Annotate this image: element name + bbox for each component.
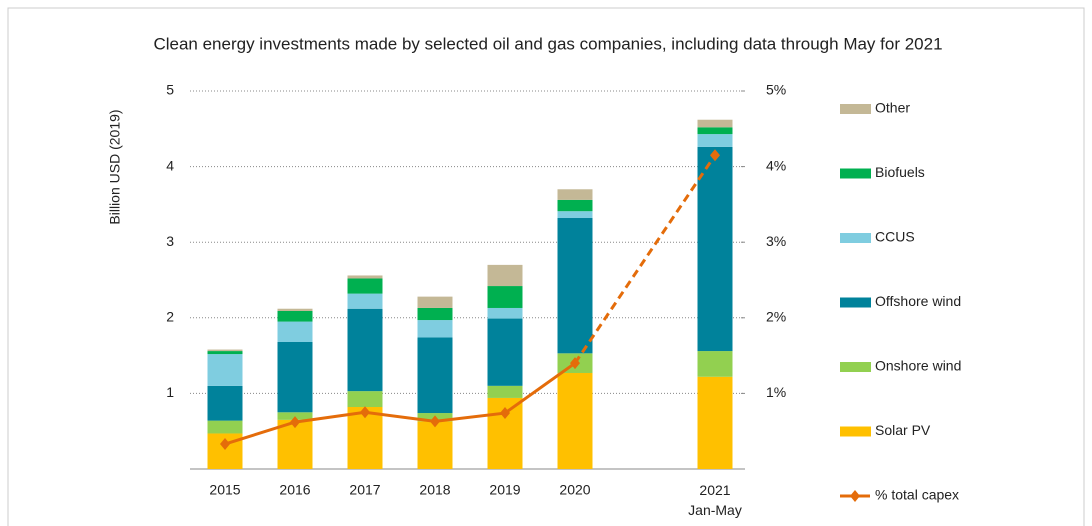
bar-segment <box>417 320 453 338</box>
y2-tick-label: 5% <box>766 82 786 98</box>
legend-swatch <box>840 297 871 308</box>
bar-segment <box>697 134 733 147</box>
legend-swatch <box>840 362 871 372</box>
bar-segment <box>557 199 593 212</box>
bar-segment <box>487 286 523 308</box>
legend-swatch <box>840 426 871 437</box>
line-marker <box>360 406 370 419</box>
legend-swatch <box>840 233 871 243</box>
legend-label: Solar PV <box>875 422 931 438</box>
bar-segment <box>697 146 733 352</box>
bar-segment <box>487 385 523 398</box>
bar-segment <box>277 341 313 413</box>
bar-segment <box>207 385 243 421</box>
legend-marker <box>850 490 860 502</box>
bar-segment <box>487 307 523 319</box>
y-axis-label: Billion USD (2019) <box>107 109 123 224</box>
bar-segment <box>277 310 313 322</box>
bar-segment <box>487 318 523 386</box>
bar-segment <box>207 420 243 434</box>
x-tick-label: 2019 <box>489 482 520 498</box>
bar-segment <box>207 349 243 352</box>
legend-label: Offshore wind <box>875 293 961 309</box>
bar-segment <box>697 351 733 377</box>
line-marker <box>430 415 440 428</box>
line-marker <box>500 407 510 420</box>
bar-segment <box>277 321 313 342</box>
y2-tick-label: 3% <box>766 233 786 249</box>
bar-segment <box>207 354 243 386</box>
bar-segment <box>557 218 593 354</box>
y2-tick-label: 1% <box>766 384 786 400</box>
bar-segment <box>417 307 453 321</box>
x-tick-label: 2017 <box>349 482 380 498</box>
bar-segment <box>277 412 313 420</box>
y-tick-label: 2 <box>166 309 174 325</box>
bar-segment <box>417 421 453 469</box>
legend-swatch <box>840 104 871 114</box>
bar-segment <box>347 275 383 279</box>
bar-segment <box>347 293 383 309</box>
bar-segment <box>697 376 733 469</box>
bar-segment <box>347 391 383 408</box>
y-tick-label: 4 <box>166 157 174 173</box>
line-projection <box>573 154 717 364</box>
x-tick-label: 2020 <box>559 482 590 498</box>
bar-segment <box>277 308 313 311</box>
y2-tick-label: 2% <box>766 309 786 325</box>
legend-swatch <box>840 168 871 179</box>
legend-label: % total capex <box>875 487 959 503</box>
bar-segment <box>557 189 593 200</box>
chart-title: Clean energy investments made by selecte… <box>153 34 942 53</box>
y-tick-label: 5 <box>166 82 174 98</box>
bar-segment <box>417 296 453 308</box>
x-tick-label: 2021 Jan-May <box>688 482 742 518</box>
legend-label: CCUS <box>875 229 915 245</box>
bar-segment <box>347 308 383 392</box>
bar-segment <box>557 372 593 469</box>
frame <box>7 7 1085 526</box>
legend-label: Other <box>875 100 910 116</box>
x-tick-label: 2018 <box>419 482 450 498</box>
bar-segment <box>557 211 593 219</box>
bar-segment <box>697 127 733 135</box>
line-marker <box>290 416 300 429</box>
legend-label: Biofuels <box>875 164 925 180</box>
bar-segment <box>347 278 383 294</box>
line-marker <box>710 149 720 162</box>
x-tick-label: 2016 <box>279 482 310 498</box>
y-tick-label: 1 <box>166 384 174 400</box>
line <box>224 361 576 446</box>
line-marker <box>220 438 230 451</box>
bar-segment <box>207 351 243 355</box>
bar-segment <box>417 337 453 414</box>
y-tick-label: 3 <box>166 233 174 249</box>
line-marker <box>570 357 580 370</box>
bar-segment <box>697 119 733 128</box>
legend-label: Onshore wind <box>875 358 961 374</box>
x-tick-label: 2015 <box>209 482 240 498</box>
y2-tick-label: 4% <box>766 157 786 173</box>
bar-segment <box>487 264 523 287</box>
